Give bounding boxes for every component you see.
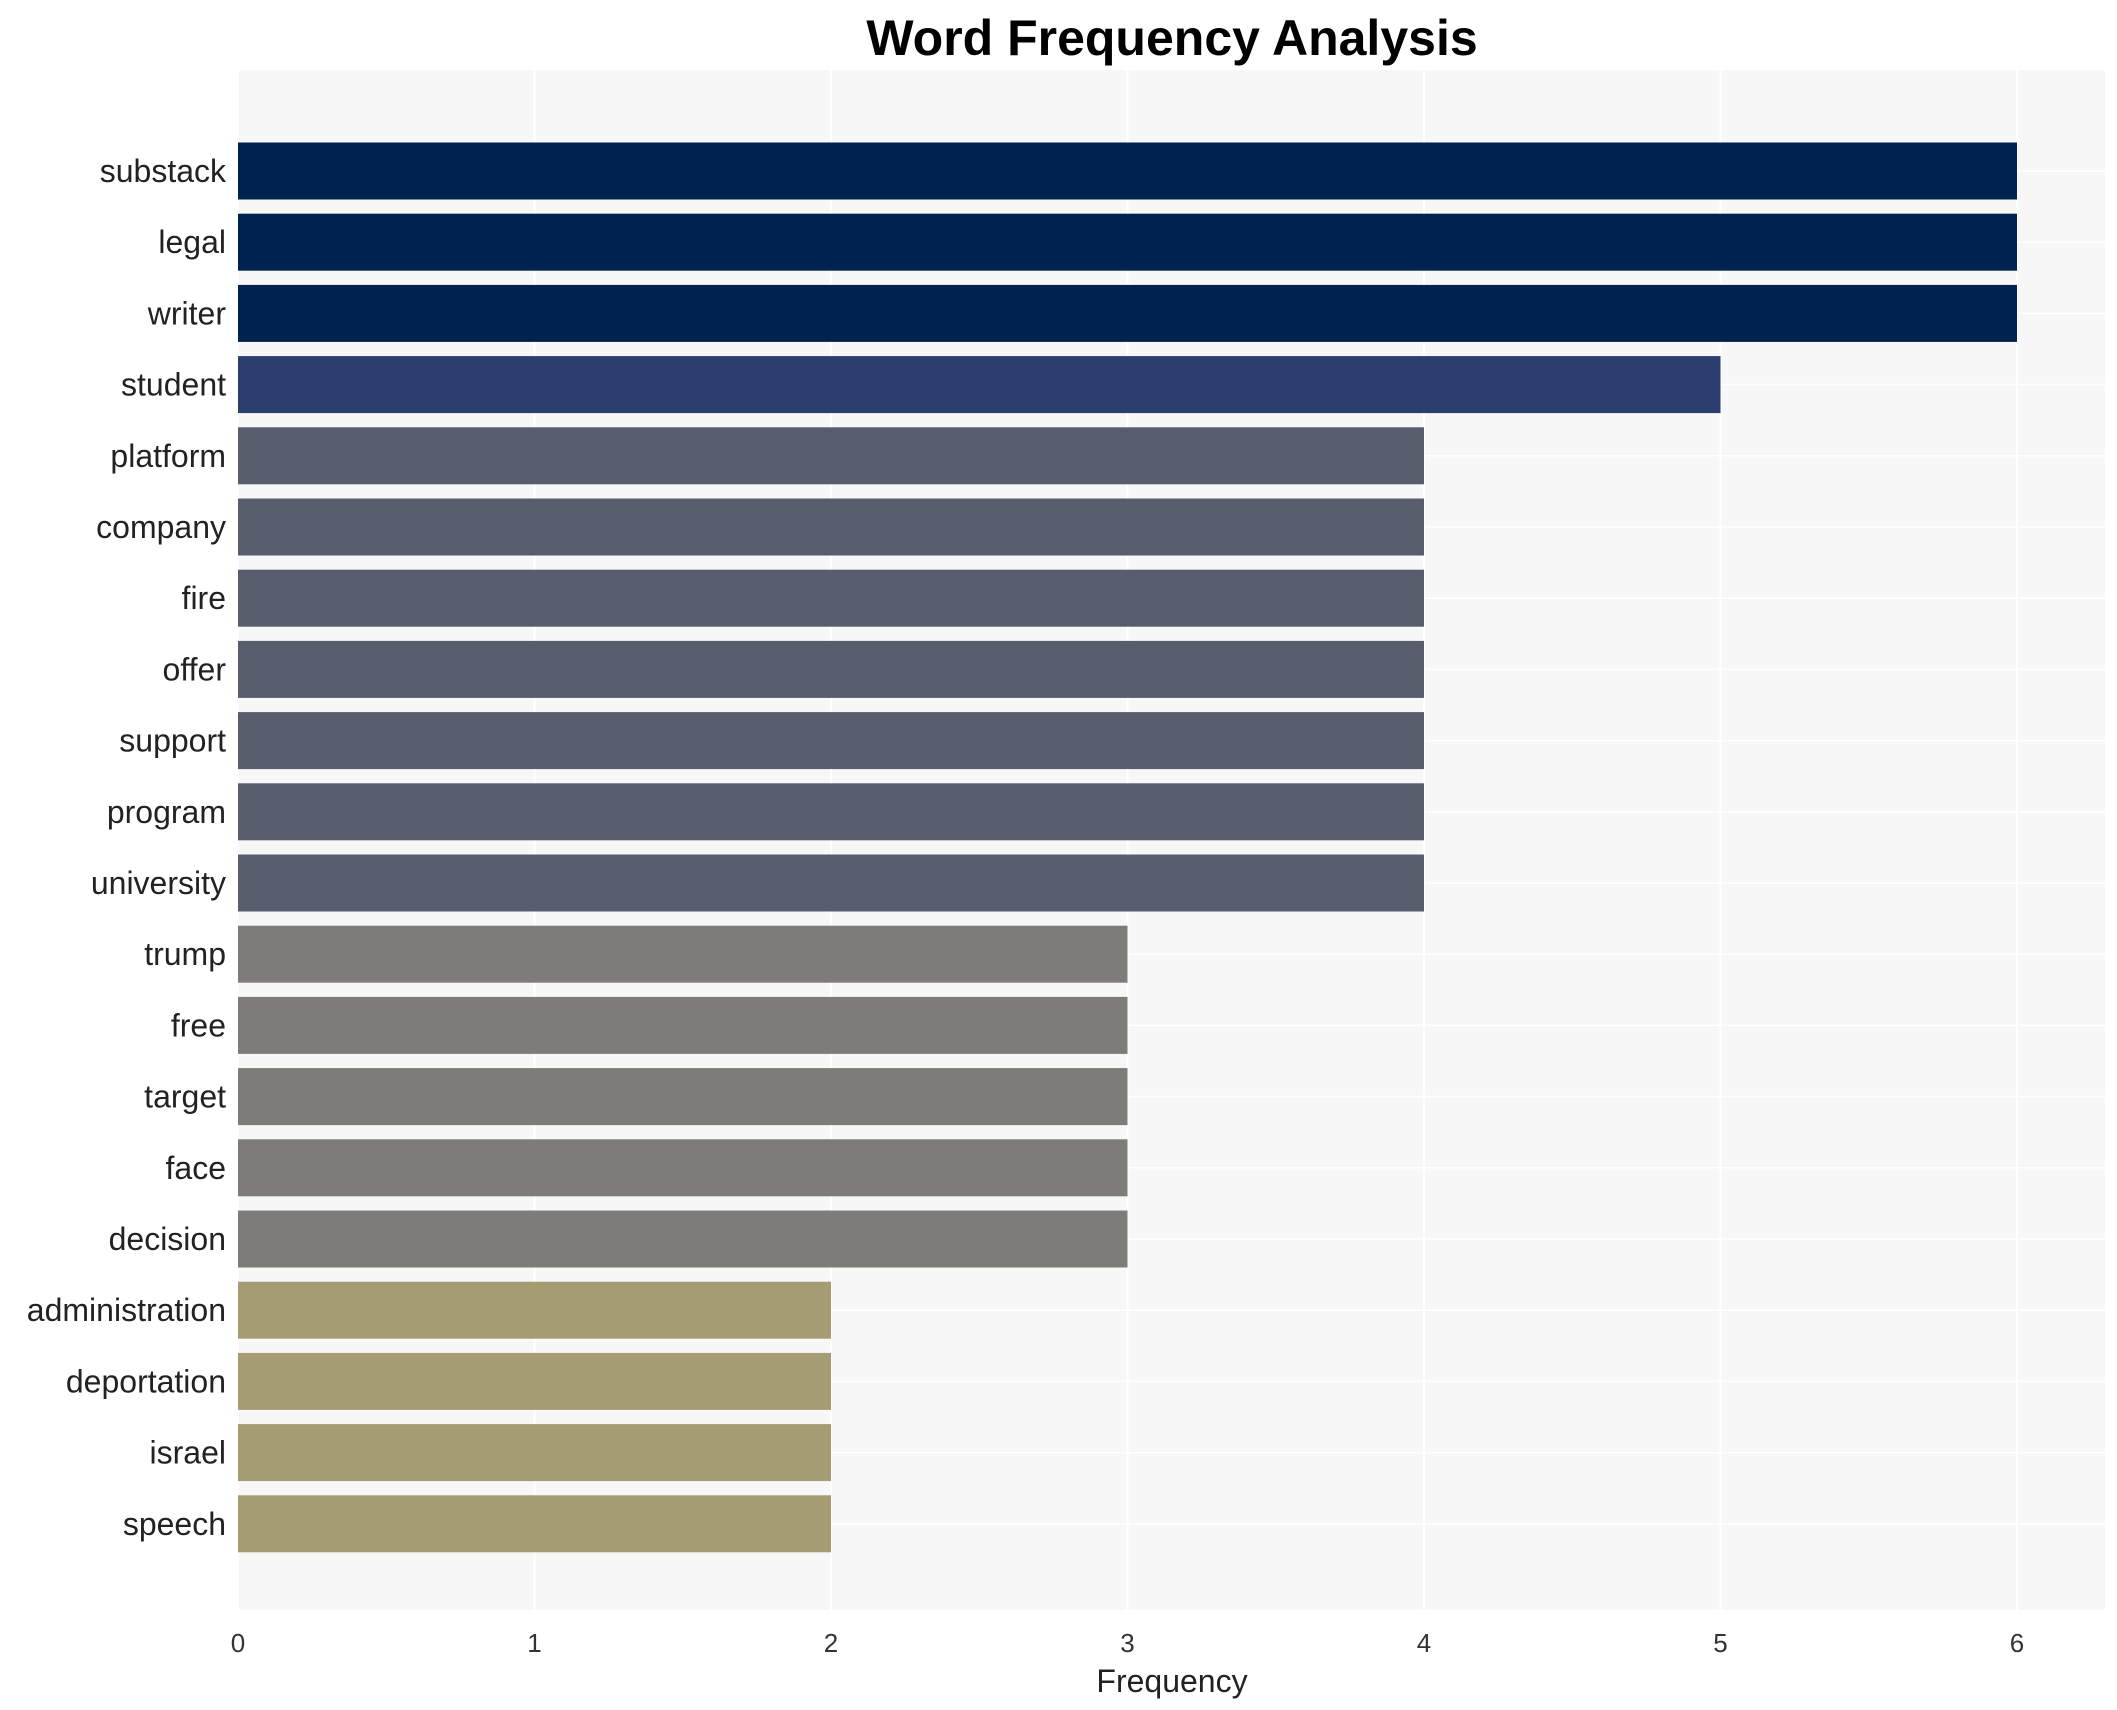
y-tick-label-platform: platform: [110, 438, 226, 474]
y-tick-labels: substack legal writer student platform compan…: [27, 153, 227, 1542]
y-tick-label-decision: decision: [109, 1221, 226, 1257]
x-tick-label: 2: [824, 1628, 838, 1658]
bars-layer: [238, 142, 2017, 1553]
y-tick-label-program: program: [107, 794, 226, 830]
bar-substack: [238, 142, 2017, 200]
y-tick-label-legal: legal: [158, 224, 226, 260]
bar-fire: [238, 569, 1424, 627]
y-tick-label-deportation: deportation: [66, 1363, 226, 1399]
y-tick-label-administration: administration: [27, 1292, 226, 1328]
bar-target: [238, 1068, 1128, 1126]
y-tick-label-fire: fire: [182, 580, 226, 616]
y-tick-label-writer: writer: [147, 295, 227, 331]
bar-decision: [238, 1210, 1128, 1268]
y-tick-label-offer: offer: [163, 651, 227, 687]
bar-israel: [238, 1424, 831, 1482]
y-tick-label-student: student: [121, 367, 226, 403]
bar-trump: [238, 925, 1128, 983]
x-tick-label: 3: [1120, 1628, 1134, 1658]
y-tick-label-university: university: [91, 865, 226, 901]
bar-face: [238, 1139, 1128, 1197]
x-tick-label: 4: [1417, 1628, 1431, 1658]
chart-title: Word Frequency Analysis: [866, 10, 1477, 66]
bar-support: [238, 712, 1424, 770]
y-tick-label-free: free: [171, 1007, 226, 1043]
bar-deportation: [238, 1352, 831, 1410]
x-tick-labels: 0 1 2 3 4 5 6: [231, 1628, 2024, 1658]
bar-platform: [238, 427, 1424, 485]
bar-offer: [238, 640, 1424, 698]
y-tick-label-trump: trump: [144, 936, 226, 972]
bar-student: [238, 356, 1721, 414]
bar-program: [238, 783, 1424, 841]
bar-speech: [238, 1495, 831, 1553]
bar-company: [238, 498, 1424, 556]
y-tick-label-substack: substack: [100, 153, 227, 189]
bar-free: [238, 996, 1128, 1054]
y-tick-label-company: company: [96, 509, 226, 545]
x-axis-label: Frequency: [1096, 1663, 1247, 1699]
y-tick-label-support: support: [119, 723, 226, 759]
y-tick-label-speech: speech: [123, 1506, 226, 1542]
y-tick-label-target: target: [144, 1079, 226, 1115]
x-tick-label: 0: [231, 1628, 245, 1658]
x-tick-label: 1: [527, 1628, 541, 1658]
bar-writer: [238, 284, 2017, 342]
bar-legal: [238, 213, 2017, 271]
y-tick-label-israel: israel: [150, 1435, 226, 1471]
bar-administration: [238, 1281, 831, 1339]
x-tick-label: 5: [1713, 1628, 1727, 1658]
y-tick-label-face: face: [166, 1150, 226, 1186]
bar-university: [238, 854, 1424, 912]
x-tick-label: 6: [2010, 1628, 2024, 1658]
